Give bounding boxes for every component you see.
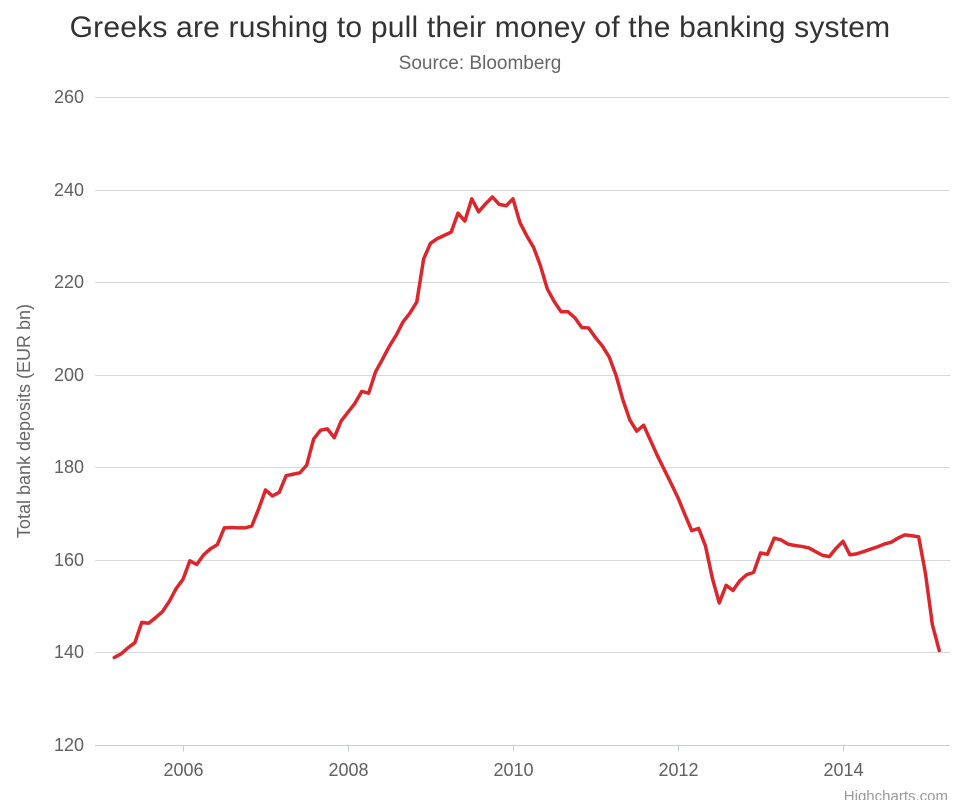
credits-link[interactable]: Highcharts.com: [843, 788, 948, 800]
x-tick-label: 2008: [328, 760, 368, 780]
y-tick-label: 180: [54, 457, 84, 477]
y-tick-label: 260: [54, 87, 84, 107]
y-tick-label: 200: [54, 365, 84, 385]
x-tick-label: 2014: [823, 760, 863, 780]
chart-title: Greeks are rushing to pull their money o…: [69, 11, 891, 44]
y-tick-label: 140: [54, 642, 84, 662]
y-tick-label: 220: [54, 272, 84, 292]
y-tick-label: 120: [54, 735, 84, 755]
y-axis-title: Total bank deposits (EUR bn): [14, 304, 34, 538]
x-tick-label: 2012: [658, 760, 698, 780]
y-tick-label: 160: [54, 550, 84, 570]
deposits-series-line[interactable]: [112, 195, 941, 660]
chart-subtitle: Source: Bloomberg: [398, 53, 562, 74]
x-tick-label: 2006: [163, 760, 203, 780]
y-tick-label: 240: [54, 180, 84, 200]
x-tick-label: 2010: [493, 760, 533, 780]
